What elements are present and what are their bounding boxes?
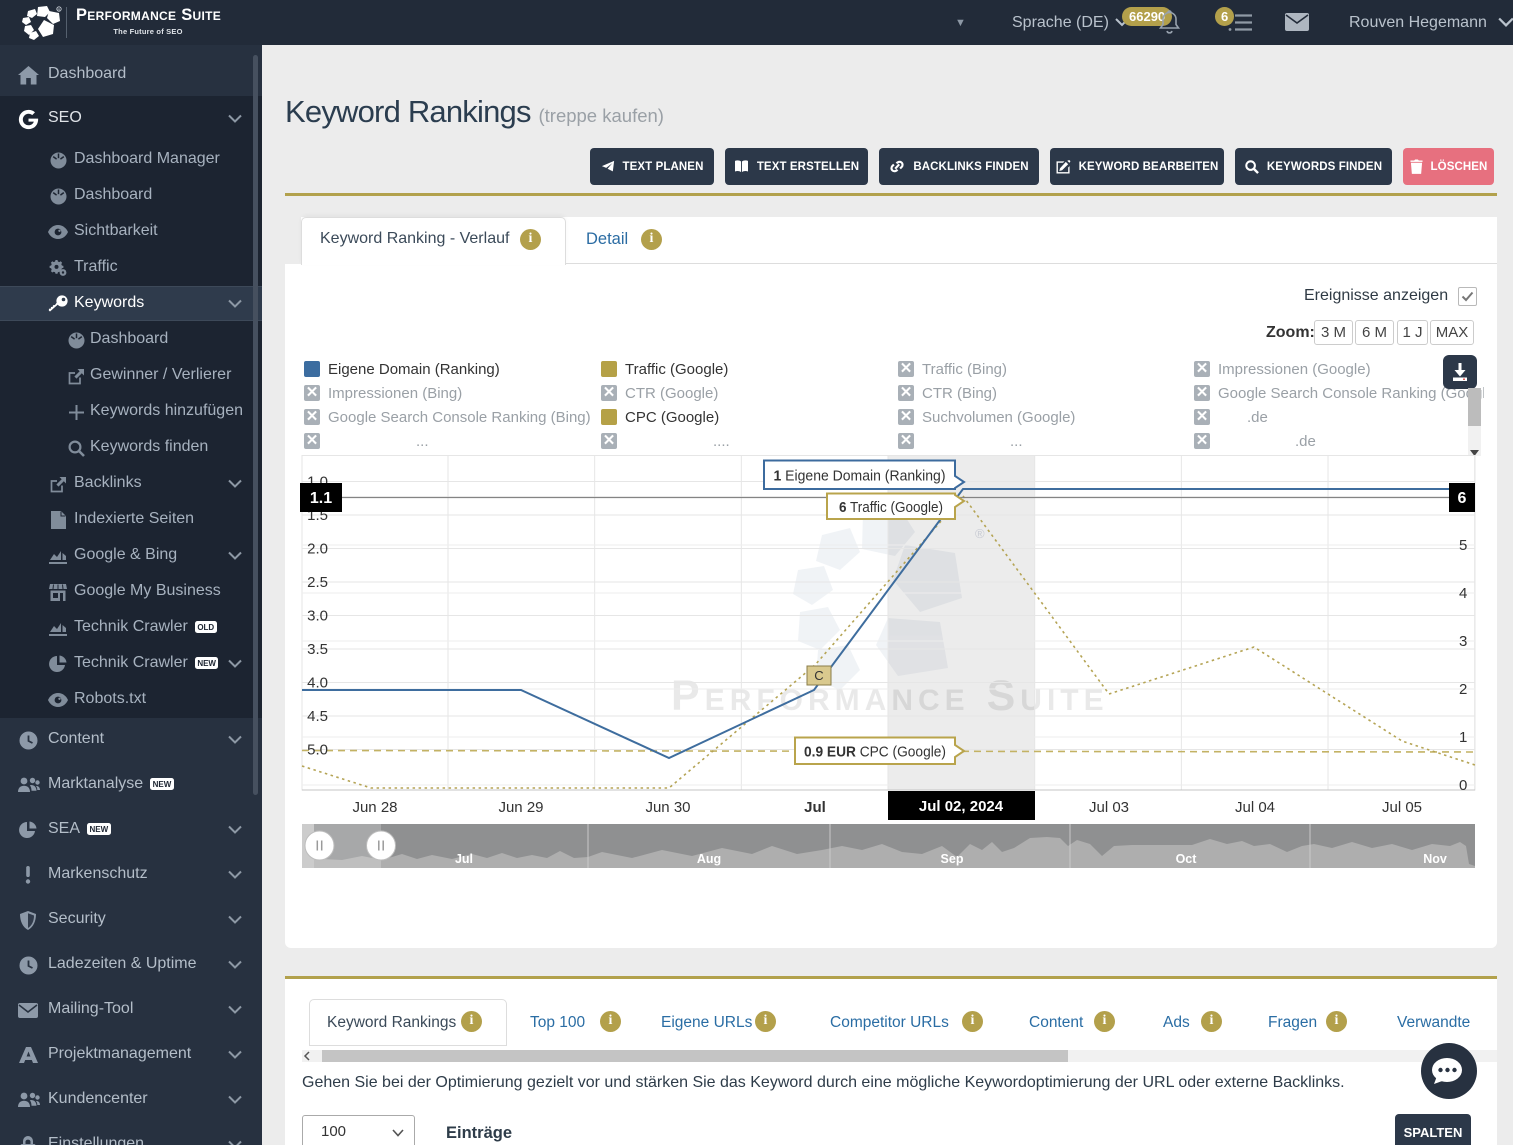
svg-text:3.0: 3.0 bbox=[307, 608, 328, 625]
svg-text:5.0: 5.0 bbox=[307, 742, 328, 759]
svg-text:Sep: Sep bbox=[941, 852, 964, 866]
svg-text:R: R bbox=[58, 7, 61, 12]
svg-text:0: 0 bbox=[1459, 777, 1467, 794]
svg-text:1: 1 bbox=[1459, 729, 1467, 746]
svg-text:2.0: 2.0 bbox=[307, 541, 328, 558]
svg-text:2: 2 bbox=[1459, 681, 1467, 698]
svg-text:Jul 02, 2024: Jul 02, 2024 bbox=[919, 798, 1004, 815]
svg-text:5: 5 bbox=[1459, 537, 1467, 554]
svg-text:4.0: 4.0 bbox=[307, 675, 328, 692]
svg-text:Jun 29: Jun 29 bbox=[498, 799, 543, 816]
svg-text:Aug: Aug bbox=[697, 852, 721, 866]
svg-text:4: 4 bbox=[1459, 585, 1467, 602]
svg-text:6: 6 bbox=[1458, 490, 1467, 507]
svg-text:3: 3 bbox=[1459, 633, 1467, 650]
svg-text:2.5: 2.5 bbox=[307, 574, 328, 591]
svg-text:Jul 05: Jul 05 bbox=[1382, 799, 1422, 816]
svg-text:®: ® bbox=[975, 526, 985, 541]
svg-text:4.5: 4.5 bbox=[307, 708, 328, 725]
svg-text:Jun 30: Jun 30 bbox=[645, 799, 690, 816]
svg-text:Nov: Nov bbox=[1423, 852, 1447, 866]
svg-text:Jul: Jul bbox=[455, 852, 473, 866]
svg-text:Jul 03: Jul 03 bbox=[1089, 799, 1129, 816]
svg-text:Jul: Jul bbox=[804, 799, 826, 816]
svg-text:Jun 28: Jun 28 bbox=[352, 799, 397, 816]
svg-text:Jul 04: Jul 04 bbox=[1235, 799, 1275, 816]
svg-text:0.9 EUR CPC (Google): 0.9 EUR CPC (Google) bbox=[804, 743, 946, 760]
svg-text:1 Eigene Domain (Ranking): 1 Eigene Domain (Ranking) bbox=[774, 467, 946, 484]
svg-text:3.5: 3.5 bbox=[307, 641, 328, 658]
svg-text:6 Traffic (Google): 6 Traffic (Google) bbox=[839, 499, 943, 516]
svg-text:1.1: 1.1 bbox=[310, 490, 332, 507]
svg-text:Oct: Oct bbox=[1176, 852, 1198, 866]
svg-text:C: C bbox=[814, 668, 823, 683]
